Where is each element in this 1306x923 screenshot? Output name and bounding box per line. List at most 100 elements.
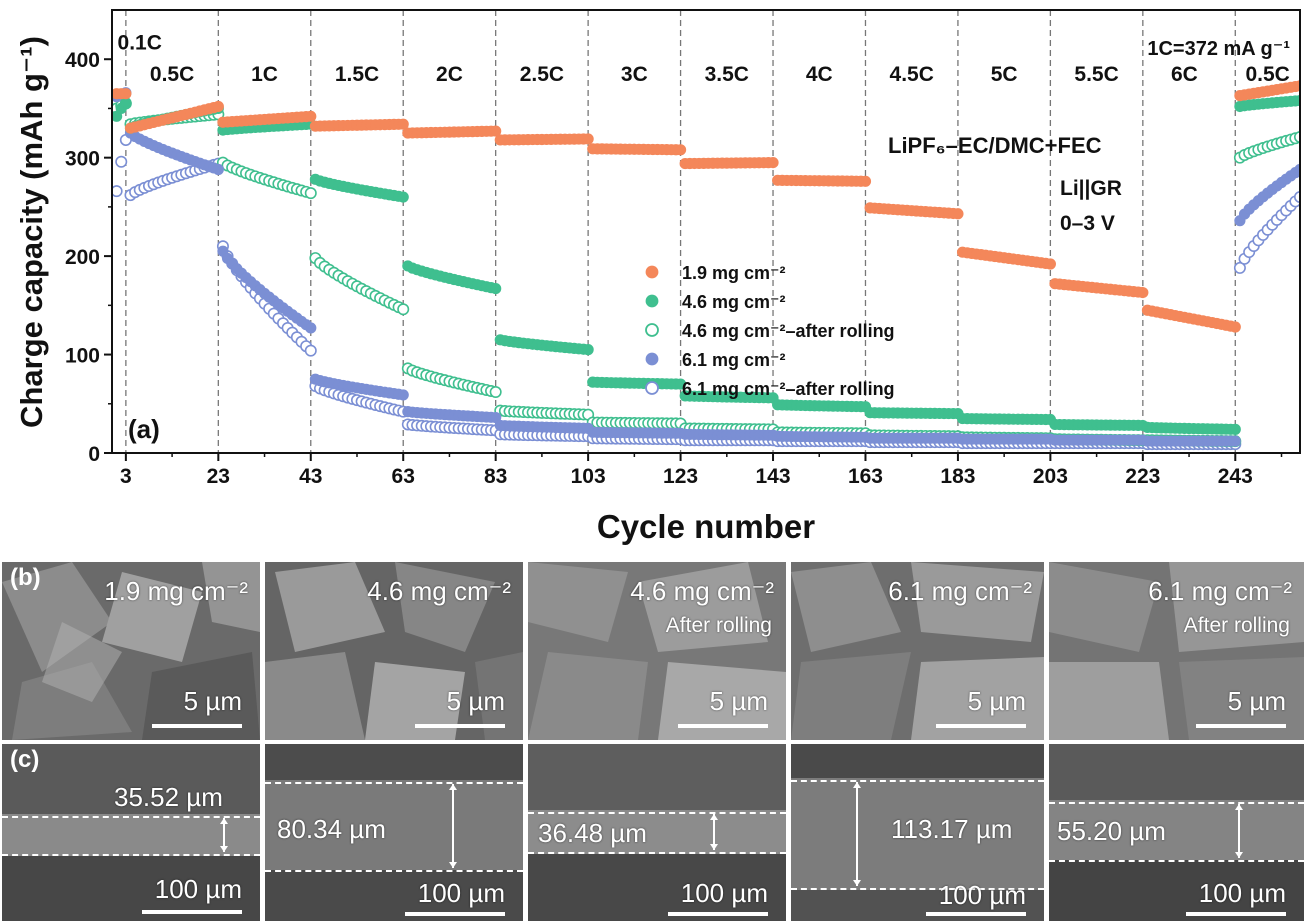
loading-label: 4.6 mg cm⁻² bbox=[367, 576, 511, 606]
thickness-guide-bottom bbox=[265, 870, 523, 872]
scale-bar-label: 5 µm bbox=[446, 686, 505, 716]
data-point bbox=[305, 322, 317, 334]
legend-label: 4.6 mg cm⁻² bbox=[682, 292, 786, 312]
legend-marker bbox=[645, 352, 659, 366]
scale-bar-label: 100 µm bbox=[938, 880, 1026, 910]
data-point bbox=[397, 389, 409, 401]
thickness-guide-top bbox=[2, 816, 260, 818]
sem-top-tile: 4.6 mg cm⁻² 5 µm bbox=[265, 562, 523, 740]
sem-cross-tile: 80.34 µm 100 µm bbox=[265, 744, 523, 921]
sem-cross-tile: 113.17 µm 100 µm bbox=[791, 744, 1044, 921]
rate-label: 5C bbox=[991, 63, 1018, 86]
scale-bar bbox=[936, 724, 1026, 728]
rate-boundaries bbox=[125, 10, 1236, 453]
legend-marker bbox=[645, 323, 659, 337]
scale-bar bbox=[405, 912, 505, 916]
voltage-label: 0–3 V bbox=[1060, 212, 1115, 235]
data-point bbox=[1294, 80, 1300, 92]
rate-label: 2.5C bbox=[520, 63, 564, 86]
scale-bar-label: 100 µm bbox=[154, 874, 242, 904]
legend-label: 4.6 mg cm⁻²–after rolling bbox=[682, 321, 895, 341]
x-tick-label: 3 bbox=[120, 465, 132, 488]
sem-image bbox=[1049, 744, 1304, 921]
data-point bbox=[1294, 94, 1300, 107]
data-point bbox=[674, 144, 687, 156]
rate-label: 4C bbox=[806, 63, 833, 86]
scale-bar bbox=[152, 724, 242, 728]
series-1 bbox=[112, 94, 1300, 435]
data-point bbox=[397, 118, 409, 130]
x-axis-label: Cycle number bbox=[597, 508, 815, 545]
rate-label: 0.5C bbox=[1245, 63, 1289, 86]
data-point bbox=[304, 344, 317, 357]
data-point bbox=[1294, 191, 1300, 204]
scale-bar-label: 100 µm bbox=[680, 878, 768, 908]
scale-bar bbox=[415, 724, 505, 728]
panel-label-a: (a) bbox=[128, 414, 160, 444]
thickness-guide-bottom bbox=[791, 888, 1044, 890]
data-point bbox=[212, 163, 224, 176]
sem-image bbox=[791, 562, 1044, 740]
sem-top-tile: 6.1 mg cm⁻² 5 µm bbox=[791, 562, 1044, 740]
sem-cross-tile: 55.20 µm 100 µm bbox=[1049, 744, 1304, 921]
data-point bbox=[489, 385, 502, 398]
y-tick-label: 0 bbox=[88, 443, 100, 466]
scale-bar-label: 5 µm bbox=[967, 686, 1026, 716]
thickness-guide-top bbox=[1049, 802, 1304, 804]
scale-bar-label: 5 µm bbox=[183, 686, 242, 716]
y-tick-label: 100 bbox=[65, 345, 100, 368]
data-point bbox=[859, 175, 872, 187]
data-point bbox=[1233, 261, 1246, 274]
legend-label: 6.1 mg cm⁻² bbox=[682, 350, 786, 370]
sem-top-tile: (b) 1.9 mg cm⁻² 5 µm bbox=[2, 562, 260, 740]
thickness-label: 36.48 µm bbox=[538, 818, 647, 848]
x-tick-label: 103 bbox=[571, 465, 606, 488]
sem-image bbox=[265, 562, 523, 740]
data-point bbox=[582, 133, 594, 145]
rate-label: 0.1C bbox=[118, 32, 162, 55]
y-tick-label: 400 bbox=[65, 49, 100, 72]
plot-frame bbox=[111, 9, 1301, 454]
x-tick-label: 183 bbox=[940, 465, 975, 488]
thickness-guide-bottom bbox=[1049, 860, 1304, 862]
data-point bbox=[490, 282, 502, 295]
y-axis-label: Charge capacity (mAh g⁻¹) bbox=[14, 36, 49, 428]
thickness-guide-bottom bbox=[2, 854, 260, 856]
scale-bar-label: 100 µm bbox=[1198, 878, 1286, 908]
legend-marker bbox=[645, 265, 659, 279]
legend-marker bbox=[645, 294, 659, 308]
data-point bbox=[952, 208, 964, 220]
x-tick-label: 43 bbox=[299, 465, 322, 488]
thickness-label: 80.34 µm bbox=[277, 814, 386, 844]
rate-labels: 0.1C 0.5C 1C 1.5C 2C 2.5C 3C 3.5C 4C 4.5C 5C 5.5C 6C… bbox=[118, 32, 1290, 87]
legend-marker bbox=[645, 381, 659, 395]
data-point bbox=[1229, 321, 1241, 333]
x-tick-label: 143 bbox=[756, 465, 791, 488]
scale-bar-label: 5 µm bbox=[1227, 686, 1286, 716]
data-point bbox=[212, 100, 224, 113]
sem-image bbox=[528, 562, 786, 740]
data-point bbox=[1137, 286, 1149, 299]
electrolyte-label: LiPF₆–EC/DMC+FEC bbox=[888, 133, 1102, 158]
data-point bbox=[1294, 130, 1300, 143]
thickness-label: 55.20 µm bbox=[1057, 816, 1166, 846]
thickness-guide-top bbox=[791, 780, 1044, 782]
rate-label: 6C bbox=[1171, 63, 1198, 86]
cell-label: Li||GR bbox=[1060, 177, 1122, 200]
x-tick-label: 203 bbox=[1033, 465, 1068, 488]
x-tick-label: 83 bbox=[484, 465, 507, 488]
scale-bar bbox=[142, 910, 242, 914]
data-point bbox=[112, 185, 123, 198]
thickness-guide-top bbox=[528, 812, 786, 814]
scale-bar bbox=[926, 912, 1026, 916]
after-rolling-label: After rolling bbox=[665, 614, 772, 637]
rate-label: 2C bbox=[436, 63, 463, 86]
rate-label: 0.5C bbox=[150, 63, 194, 86]
rate-capability-chart: 3 23 43 63 83 103 123 143 163 183 203 223 243 0 100 200… bbox=[14, 9, 1301, 545]
rate-label: 3C bbox=[621, 63, 648, 86]
scale-bar-label: 5 µm bbox=[709, 686, 768, 716]
x-tick-label: 123 bbox=[663, 465, 698, 488]
after-rolling-label: After rolling bbox=[1183, 614, 1290, 637]
sem-cross-tile: (c) 35.52 µm 100 µm bbox=[2, 744, 260, 921]
rate-label: 1.5C bbox=[335, 63, 379, 86]
